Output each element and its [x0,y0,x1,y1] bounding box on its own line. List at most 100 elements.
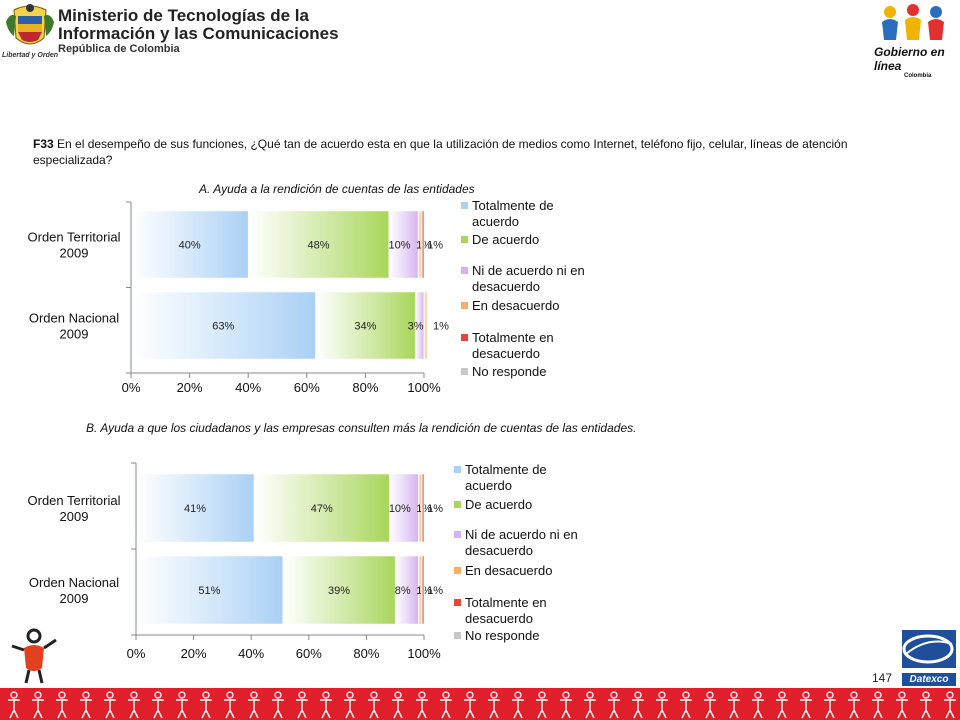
legend-swatch [461,267,468,274]
person-head [34,691,42,699]
footer-person-icon [416,691,428,719]
category-label: Orden Nacional [29,311,119,326]
person-body [800,699,812,719]
person-head [754,691,762,699]
data-label: 1% [427,503,443,515]
footer-person-icon [8,691,20,719]
footer-person-icon [728,691,740,719]
legend-entry: desacuerdo [472,346,540,361]
person-head [802,691,810,699]
person-head [658,691,666,699]
person-head [322,691,330,699]
person-head [586,691,594,699]
legend-entry: Totalmente de [465,462,547,477]
data-label: 10% [389,503,411,515]
footer-person-icon [272,691,284,719]
footer-person-icon [848,691,860,719]
person-body [632,699,644,719]
legend-entry: Ni de acuerdo ni en [465,527,578,542]
legend-swatch [461,334,468,341]
ministry-title-line2: Información y las Comunicaciones [58,24,339,43]
person-head [298,691,306,699]
legend-entry: desacuerdo [465,611,533,626]
legend-entry: De acuerdo [465,497,532,512]
footer-person-icon [752,691,764,719]
legend-entry: Totalmente en [465,595,547,610]
legend-swatch [454,632,461,639]
data-label: 48% [308,240,330,252]
legend-entry: No responde [465,628,539,643]
person-head [874,691,882,699]
legend-entry: Totalmente de [472,198,554,213]
bar-segment [247,210,390,279]
person-body [848,699,860,719]
footer-person-icon [776,691,788,719]
x-tick-label: 20% [177,380,203,395]
footer-person-icon [800,691,812,719]
person-body [944,699,956,719]
person-head [826,691,834,699]
data-label: 10% [388,240,410,252]
person-body [176,699,188,719]
x-tick-label: 0% [127,646,146,661]
category-label: Orden Nacional [29,575,119,590]
person-body [8,699,20,719]
x-tick-label: 60% [296,646,322,661]
footer-person-icon [608,691,620,719]
footer-person-icon [320,691,332,719]
footer-person-icon [440,691,452,719]
legend-entry: Totalmente en [472,330,554,345]
footer-person-icon [920,691,932,719]
person-body [752,699,764,719]
bar-segment [253,473,390,543]
footer-person-icon [344,691,356,719]
person-body [872,699,884,719]
person-head [562,691,570,699]
person-body [80,699,92,719]
footer-person-icon [632,691,644,719]
legend-entry: desacuerdo [465,543,533,558]
ministry-title-line1: Ministerio de Tecnologías de la [58,6,309,25]
footer-person-icon [944,691,956,719]
person-body [584,699,596,719]
page-number: 147 [872,671,893,685]
data-label: 8% [395,585,411,597]
x-tick-label: 100% [407,380,441,395]
bar-segment [135,473,255,543]
person-head [10,691,18,699]
footer-person-icon [584,691,596,719]
person-body [896,699,908,719]
footer-person-icon [368,691,380,719]
person-body [728,699,740,719]
footer-person-icon [680,691,692,719]
data-label: 34% [354,321,376,333]
footer-person-icon [656,691,668,719]
person-head [634,691,642,699]
bar-segment [282,555,396,625]
datexco-logo: Datexco [898,628,958,688]
person-body [512,699,524,719]
legend-entry: No responde [472,364,546,379]
chart-a-plot: 40%48%10%1%1%Orden Territorial200963%34%… [28,198,585,395]
x-tick-label: 80% [353,646,379,661]
footer-person-icon [104,691,116,719]
person-body [32,699,44,719]
data-label: 3% [408,321,424,333]
legend-swatch [454,567,461,574]
data-label: 1% [427,585,443,597]
legend-swatch [454,599,461,606]
person-body [680,699,692,719]
chart-b-title: B. Ayuda a que los ciudadanos y las empr… [86,421,637,435]
footer-person-icon [488,691,500,719]
person-body [416,699,428,719]
person-head [538,691,546,699]
person-body [704,699,716,719]
footer-band-background [0,688,960,720]
legend-entry: En desacuerdo [465,563,552,578]
footer-person-icon [200,691,212,719]
person-head [226,691,234,699]
gobierno-en-linea-logo: Gobierno en línea Colombia [868,2,958,79]
footer-person-icon [512,691,524,719]
person-head [682,691,690,699]
